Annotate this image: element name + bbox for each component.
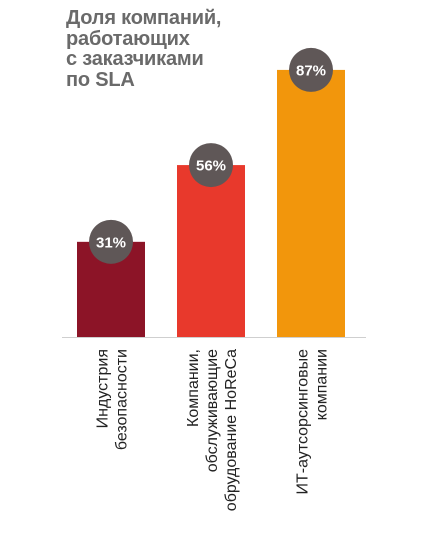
category-label: компании [314,349,331,420]
chart-title-line-3: с заказчиками [66,48,204,70]
bar [277,69,345,337]
value-badge [189,143,233,188]
category-label: обслуживающие [204,349,221,472]
category-label: ИТ-аутсорсинговые [295,349,312,495]
chart-title-line-4: по SLA [66,68,135,91]
value-badge [289,47,333,92]
category-label: безопасности [114,349,131,450]
category-label: Компании, [185,349,202,427]
data-label: 56% [196,158,226,175]
chart-title-line-2: работающих [66,27,190,50]
category-label: обрудование HoReCa [223,349,240,511]
chart-title: Доля компаний, работающих с заказчиками … [66,8,266,90]
chart-title-line-1: Доля компаний, [66,7,222,29]
data-label: 87% [296,62,326,79]
value-badge [89,219,133,264]
category-label: Индустрия [95,349,112,428]
data-label: 31% [96,234,126,251]
bar [177,165,245,337]
